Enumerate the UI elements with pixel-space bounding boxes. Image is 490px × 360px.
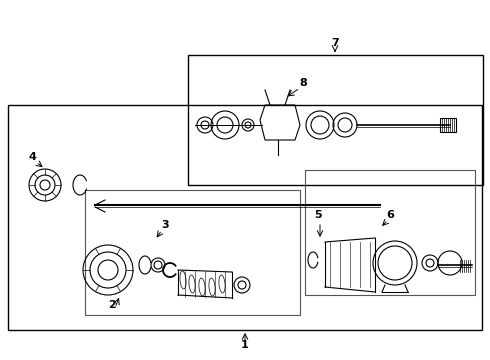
Text: 7: 7 <box>331 38 339 48</box>
Text: 3: 3 <box>161 220 169 230</box>
Text: 8: 8 <box>299 78 307 88</box>
Bar <box>8 105 482 330</box>
Text: 2: 2 <box>108 300 116 310</box>
Bar <box>440 118 456 132</box>
Text: 5: 5 <box>314 210 322 220</box>
Bar <box>85 190 300 315</box>
Text: 4: 4 <box>28 152 36 162</box>
Bar <box>305 170 475 295</box>
Bar <box>188 55 483 185</box>
Text: 1: 1 <box>241 340 249 350</box>
Text: 6: 6 <box>386 210 394 220</box>
